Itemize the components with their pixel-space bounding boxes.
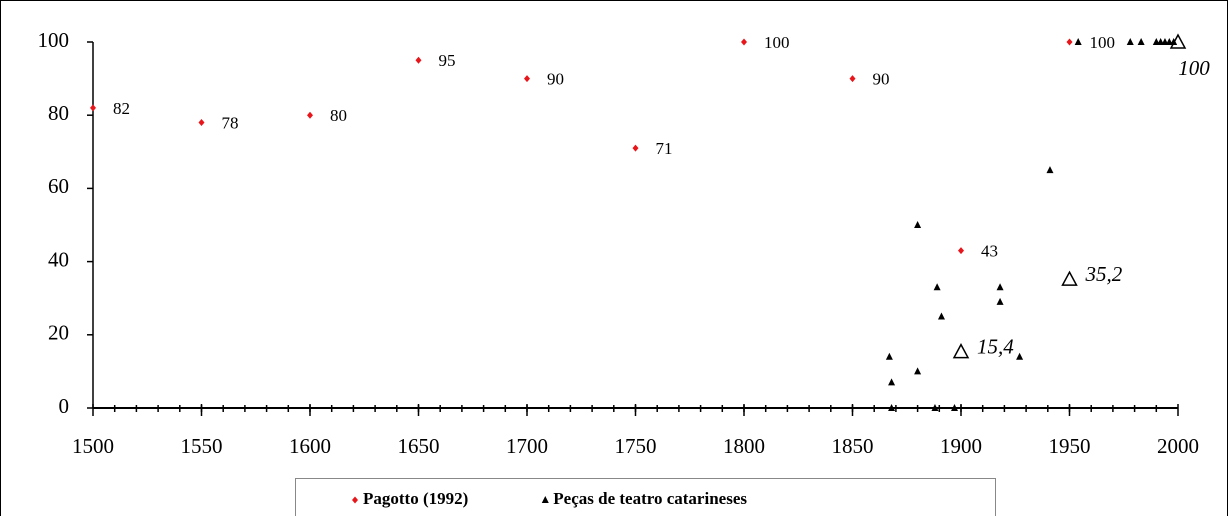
data-label: 35,2 bbox=[1085, 262, 1123, 286]
data-label: 43 bbox=[981, 242, 998, 261]
y-tick-label: 40 bbox=[48, 247, 69, 271]
point bbox=[888, 378, 896, 386]
point bbox=[1137, 38, 1145, 45]
y-tick-label: 60 bbox=[48, 174, 69, 198]
x-tick-label: 2000 bbox=[1157, 434, 1199, 458]
data-label: 71 bbox=[656, 139, 673, 158]
x-tick-label: 1550 bbox=[181, 434, 223, 458]
data-label: 90 bbox=[547, 70, 564, 89]
x-tick-label: 1600 bbox=[289, 434, 331, 458]
data-label: 100 bbox=[1178, 56, 1210, 80]
x-tick-label: 1700 bbox=[506, 434, 548, 458]
x-tick-label: 1850 bbox=[832, 434, 874, 458]
point bbox=[996, 283, 1004, 291]
legend-box bbox=[295, 478, 996, 516]
point bbox=[741, 38, 747, 46]
point bbox=[952, 343, 970, 359]
point bbox=[885, 352, 893, 360]
point bbox=[914, 221, 922, 228]
legend-marker bbox=[352, 496, 358, 504]
point bbox=[1046, 166, 1054, 174]
x-tick-label: 1750 bbox=[615, 434, 657, 458]
point bbox=[307, 111, 313, 119]
point bbox=[888, 404, 896, 411]
legend-label: Pagotto (1992) bbox=[363, 489, 468, 508]
x-tick-label: 1650 bbox=[398, 434, 440, 458]
x-tick-label: 1900 bbox=[940, 434, 982, 458]
x-tick-label: 1950 bbox=[1049, 434, 1091, 458]
point bbox=[1126, 38, 1134, 45]
data-label: 100 bbox=[764, 33, 790, 52]
legend-marker bbox=[541, 496, 549, 503]
point bbox=[632, 144, 639, 152]
point bbox=[90, 104, 96, 112]
point bbox=[415, 56, 422, 64]
point bbox=[1074, 38, 1082, 45]
point bbox=[996, 297, 1004, 305]
x-tick-label: 1800 bbox=[723, 434, 765, 458]
point bbox=[933, 283, 941, 291]
point bbox=[524, 75, 530, 83]
point bbox=[914, 367, 922, 375]
y-tick-label: 80 bbox=[48, 101, 69, 125]
data-label: 82 bbox=[113, 99, 130, 118]
point bbox=[1169, 33, 1187, 49]
data-label: 90 bbox=[873, 70, 890, 89]
data-label: 15,4 bbox=[977, 334, 1014, 358]
data-label: 100 bbox=[1090, 33, 1116, 52]
point bbox=[937, 312, 945, 320]
x-tick-label: 1500 bbox=[72, 434, 114, 458]
y-tick-label: 100 bbox=[38, 28, 70, 52]
point bbox=[1016, 352, 1024, 360]
point bbox=[950, 404, 958, 411]
point bbox=[958, 247, 964, 255]
point bbox=[931, 404, 939, 411]
y-tick-label: 20 bbox=[48, 321, 69, 345]
legend-label: Peças de teatro catarineses bbox=[553, 489, 747, 508]
y-tick-label: 0 bbox=[59, 394, 70, 418]
data-label: 78 bbox=[222, 113, 239, 132]
point bbox=[1061, 270, 1078, 286]
data-label: 95 bbox=[439, 51, 456, 70]
data-label: 80 bbox=[330, 106, 347, 125]
point bbox=[198, 119, 205, 127]
point bbox=[849, 75, 856, 83]
point bbox=[1066, 38, 1073, 46]
